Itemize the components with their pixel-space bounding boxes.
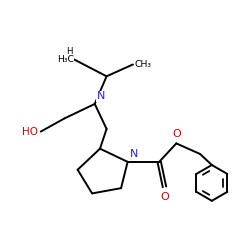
Text: O: O — [172, 130, 181, 140]
Text: N: N — [97, 91, 105, 101]
Text: H₃C: H₃C — [57, 55, 74, 64]
Text: N: N — [130, 149, 138, 159]
Text: HO: HO — [22, 126, 38, 136]
Text: O: O — [160, 192, 169, 202]
Text: H: H — [66, 47, 72, 56]
Text: CH₃: CH₃ — [135, 60, 152, 69]
